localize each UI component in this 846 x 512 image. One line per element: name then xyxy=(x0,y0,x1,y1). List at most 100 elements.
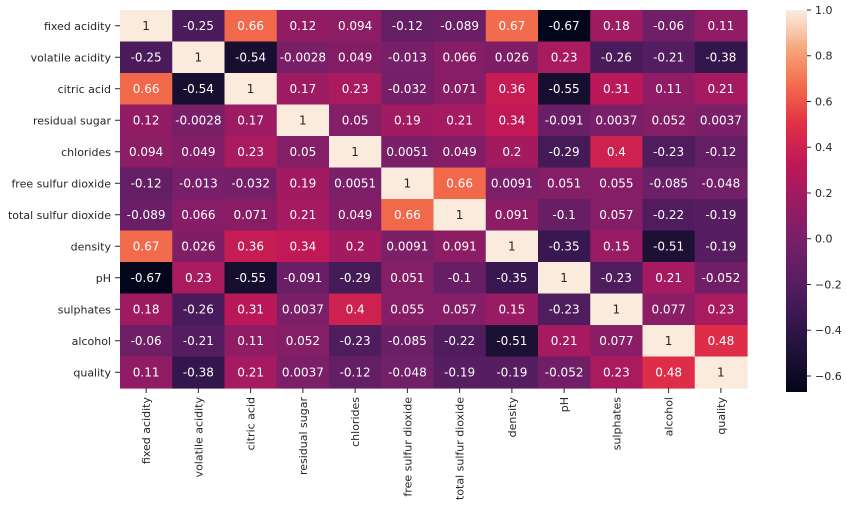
heatmap-cell xyxy=(538,104,591,137)
heatmap-cell-label: -0.048 xyxy=(702,176,741,190)
heatmap-cell-label: 0.049 xyxy=(338,208,372,222)
heatmap-cell-label: 0.12 xyxy=(133,113,160,127)
heatmap-cell xyxy=(276,10,330,43)
y-tick-label: chlorides xyxy=(61,146,111,159)
heatmap-cell-label: 0.071 xyxy=(442,82,476,96)
heatmap-cell xyxy=(224,136,278,169)
heatmap-cell-label: 0.23 xyxy=(237,145,264,159)
heatmap-cell-label: 1 xyxy=(299,113,307,127)
heatmap-cell-label: 0.051 xyxy=(390,271,424,285)
heatmap-cell xyxy=(485,10,539,43)
heatmap-cell-label: 1 xyxy=(247,82,255,96)
heatmap-cell xyxy=(276,293,330,326)
heatmap-cell xyxy=(329,73,382,106)
heatmap-cell-label: 0.0037 xyxy=(282,302,324,316)
heatmap-cell-label: 0.48 xyxy=(708,334,735,348)
heatmap-cell-label: -0.091 xyxy=(284,271,323,285)
heatmap-cell-label: -0.35 xyxy=(549,239,580,253)
heatmap-cell xyxy=(538,262,591,295)
heatmap-cell-label: 1 xyxy=(142,19,150,33)
heatmap-cell xyxy=(224,325,278,358)
heatmap-cell xyxy=(694,199,748,232)
heatmap-cell xyxy=(329,167,382,200)
heatmap-cell-label: -0.12 xyxy=(392,19,423,33)
heatmap-cell-label: -0.1 xyxy=(552,208,575,222)
heatmap-cell-label: 0.15 xyxy=(499,302,526,316)
heatmap-cell-label: -0.25 xyxy=(131,50,162,64)
heatmap-cell xyxy=(329,104,382,137)
heatmap-cell xyxy=(276,262,330,295)
heatmap-cell-label: -0.22 xyxy=(653,208,684,222)
heatmap-cell-label: -0.12 xyxy=(131,176,162,190)
heatmap-cell xyxy=(433,293,487,326)
heatmap-cell xyxy=(433,136,487,169)
x-tick-label: fixed acidity xyxy=(140,397,153,465)
heatmap-cell-label: -0.54 xyxy=(235,50,266,64)
heatmap-cell xyxy=(485,167,539,200)
heatmap-cell xyxy=(329,10,382,43)
heatmap-cell-label: 0.18 xyxy=(133,302,160,316)
heatmap-cell xyxy=(433,41,487,74)
heatmap-cell xyxy=(172,10,226,43)
heatmap-cell xyxy=(590,104,644,137)
heatmap-cell-label: 0.094 xyxy=(338,19,372,33)
heatmap-cell xyxy=(694,230,748,263)
heatmap-cell xyxy=(224,73,278,106)
heatmap-cell-label: 0.055 xyxy=(390,302,424,316)
heatmap-cell xyxy=(120,199,173,232)
heatmap-cell-label: 0.36 xyxy=(499,82,526,96)
heatmap-cell xyxy=(642,325,696,358)
heatmap-cell-label: 0.051 xyxy=(547,176,581,190)
heatmap-cell xyxy=(172,199,226,232)
heatmap-cell xyxy=(329,230,382,263)
heatmap-cell xyxy=(120,41,173,74)
heatmap-cell-label: -0.089 xyxy=(440,19,479,33)
x-axis-tick-labels: fixed acidity volatile acidity citric acid… xyxy=(140,388,728,500)
heatmap-cell-label: -0.67 xyxy=(549,19,580,33)
heatmap-cell-label: 0.23 xyxy=(342,82,369,96)
heatmap-cell-label: 0.66 xyxy=(446,176,473,190)
heatmap-cell xyxy=(433,356,487,389)
heatmap-cell-label: 0.11 xyxy=(655,82,682,96)
colorbar-tick-label: 0.8 xyxy=(815,50,833,63)
heatmap-cell-label: 0.0051 xyxy=(386,145,428,159)
heatmap-cell xyxy=(642,230,696,263)
heatmap-cell-label: 0.23 xyxy=(185,271,212,285)
x-tick-label: residual sugar xyxy=(297,397,310,476)
heatmap-cell-label: 0.4 xyxy=(346,302,365,316)
colorbar-tick-label: −0.4 xyxy=(815,324,842,337)
heatmap-cell xyxy=(590,293,644,326)
heatmap-cell xyxy=(694,293,748,326)
heatmap-cell xyxy=(381,167,435,200)
y-tick-label: volatile acidity xyxy=(31,51,112,64)
heatmap-cell xyxy=(172,104,226,137)
heatmap-cell-label: 0.31 xyxy=(237,302,264,316)
heatmap-cell xyxy=(120,293,173,326)
heatmap-cell-label: -0.38 xyxy=(183,365,214,379)
heatmap-cell xyxy=(381,136,435,169)
colorbar-tick-label: 0.2 xyxy=(815,187,833,200)
heatmap-cell-label: 0.0091 xyxy=(386,239,428,253)
heatmap-cell-label: 0.18 xyxy=(603,19,630,33)
heatmap-cell-label: -0.35 xyxy=(496,271,527,285)
heatmap-cell-label: 1 xyxy=(613,302,621,316)
heatmap-cell-label: -0.23 xyxy=(549,302,580,316)
heatmap-cell xyxy=(329,199,382,232)
heatmap-cell xyxy=(381,104,435,137)
heatmap-cell-label: 0.049 xyxy=(442,145,476,159)
heatmap-cell xyxy=(381,10,435,43)
heatmap-cell xyxy=(120,73,173,106)
heatmap-cell-label: -0.19 xyxy=(705,208,736,222)
heatmap-cell xyxy=(433,199,487,232)
heatmap-cell xyxy=(172,230,226,263)
heatmap-cell-label: 0.0051 xyxy=(334,176,376,190)
heatmap-cell-label: -0.013 xyxy=(179,176,218,190)
heatmap-cell-label: 0.11 xyxy=(708,19,735,33)
heatmap-cell xyxy=(381,73,435,106)
heatmap-cell xyxy=(590,167,644,200)
heatmap-cell xyxy=(172,136,226,169)
heatmap-cell-label: 0.052 xyxy=(651,113,685,127)
heatmap-cell-label: 0.0091 xyxy=(491,176,533,190)
heatmap-cell xyxy=(485,230,539,263)
